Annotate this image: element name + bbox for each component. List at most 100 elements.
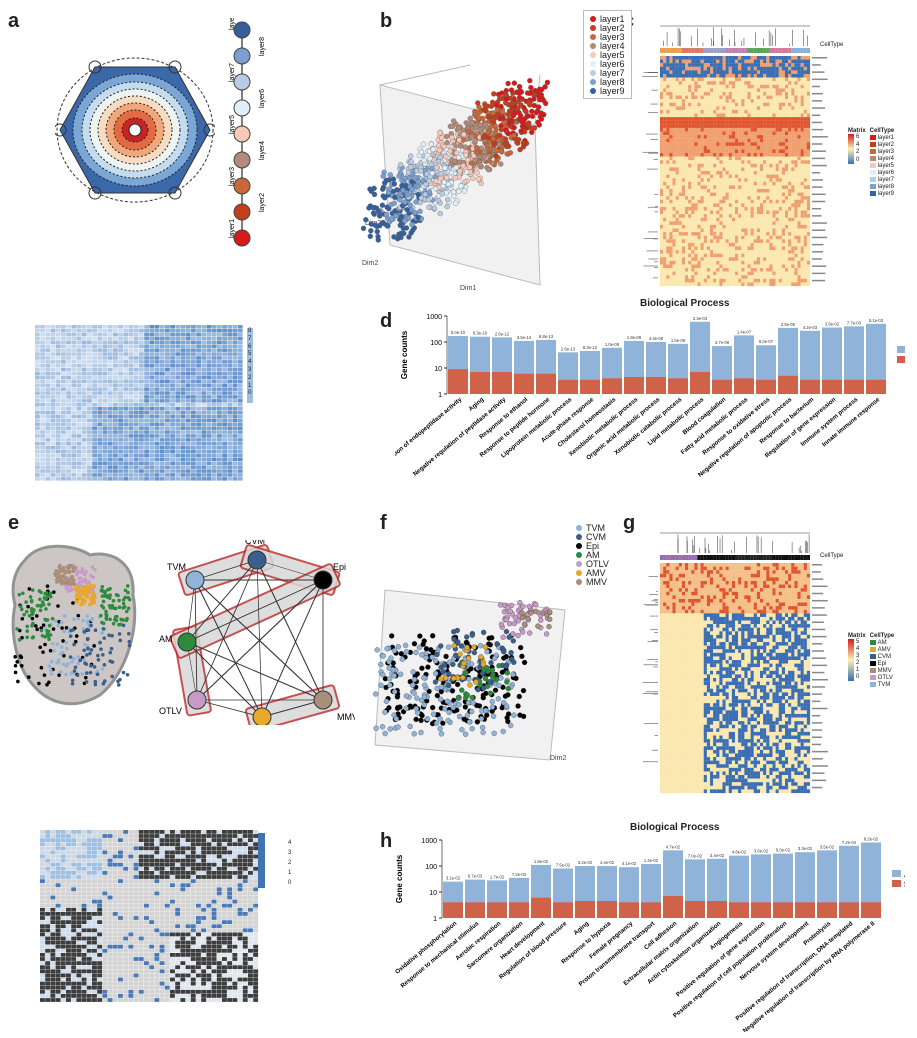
heatmap-cell xyxy=(766,167,770,172)
heatmap-cell xyxy=(772,77,776,82)
heatmap-cell xyxy=(719,77,723,82)
heatmap-cell xyxy=(170,418,175,423)
heatmap-cell xyxy=(716,232,720,236)
heatmap-cell xyxy=(788,73,792,78)
heatmap-cell xyxy=(666,131,670,136)
heatmap-cell xyxy=(694,102,698,107)
heatmap-cell xyxy=(237,477,243,481)
heatmap-cell xyxy=(731,156,736,161)
heatmap-cell xyxy=(672,131,676,136)
heatmap-cell xyxy=(87,340,92,345)
heatmap-cell xyxy=(710,160,714,164)
heatmap-cell xyxy=(797,178,801,182)
heatmap-cell xyxy=(118,449,123,454)
heatmap-cell xyxy=(781,73,786,78)
heatmap-cell xyxy=(211,367,217,372)
heatmap-cell xyxy=(92,344,97,348)
heatmap-cell xyxy=(766,210,770,215)
heatmap-cell xyxy=(694,113,698,118)
heatmap-cell xyxy=(123,371,129,376)
scatter-point xyxy=(457,168,463,174)
heatmap-cell xyxy=(725,224,729,229)
heatmap-cell xyxy=(55,418,61,423)
heatmap-cell xyxy=(87,395,92,399)
heatmap-cell xyxy=(694,91,698,96)
heatmap-cell xyxy=(716,228,720,233)
heatmap-cell xyxy=(691,203,695,208)
heatmap-cell xyxy=(685,70,689,75)
heatmap-cell xyxy=(800,214,804,218)
heatmap-cell xyxy=(133,403,139,407)
scatter-point xyxy=(493,130,499,136)
heatmap-cell xyxy=(747,66,751,71)
heatmap-cell xyxy=(756,235,761,240)
heatmap-cell xyxy=(206,410,212,415)
heatmap-cell xyxy=(66,379,71,384)
heatmap-cell xyxy=(669,192,673,197)
heatmap-cell xyxy=(716,117,720,121)
heatmap-cell xyxy=(706,77,711,82)
heatmap-cell xyxy=(747,192,751,197)
heatmap-cell xyxy=(185,418,191,423)
heatmap-cell xyxy=(772,88,776,93)
heatmap-cell xyxy=(756,163,761,168)
heatmap-cell xyxy=(744,117,748,121)
heatmap-cell xyxy=(716,206,720,211)
heatmap-cell xyxy=(107,445,113,450)
heatmap-cell xyxy=(785,210,789,215)
heatmap-cell xyxy=(744,181,748,186)
heatmap-cell xyxy=(738,174,742,179)
heatmap-cell xyxy=(144,371,149,376)
heatmap-cell xyxy=(791,149,795,154)
heatmap-cell xyxy=(669,153,673,157)
scatter-point xyxy=(525,121,531,127)
heatmap-cell xyxy=(128,461,134,465)
layer-label: layer3 xyxy=(229,167,236,186)
heatmap-cell xyxy=(797,120,801,125)
heatmap-cell xyxy=(806,196,811,200)
heatmap-cell xyxy=(728,66,732,71)
heatmap-cell xyxy=(660,73,664,78)
heatmap-cell xyxy=(710,77,714,82)
heatmap-cell xyxy=(170,387,175,391)
heatmap-cell xyxy=(227,325,233,329)
heatmap-cell xyxy=(678,221,682,226)
heatmap-cell xyxy=(666,59,670,64)
heatmap-cell xyxy=(788,63,792,67)
heatmap-cell xyxy=(123,469,129,473)
heatmap-cell xyxy=(710,206,714,211)
heatmap-cell xyxy=(222,399,227,403)
heatmap-cell xyxy=(781,156,786,161)
heatmap-cell xyxy=(716,178,720,182)
heatmap-cell xyxy=(694,73,698,78)
heatmap-cell xyxy=(669,117,673,121)
heatmap-cell xyxy=(697,228,701,233)
heatmap-cell xyxy=(217,442,222,446)
legend-tick: 6 xyxy=(248,343,252,350)
heatmap-cell xyxy=(741,185,745,190)
heatmap-cell xyxy=(71,399,77,403)
heatmap-cell xyxy=(678,217,682,222)
heatmap-cell xyxy=(778,145,782,150)
heatmap-cell xyxy=(154,336,160,341)
heatmap-cell xyxy=(691,235,695,240)
heatmap-cell xyxy=(87,356,92,360)
heatmap-cell xyxy=(159,325,165,329)
heatmap-cell xyxy=(133,445,139,450)
heatmap-cell xyxy=(118,360,123,364)
heatmap-cell xyxy=(713,84,717,89)
heatmap-cell xyxy=(688,178,692,182)
heatmap-cell xyxy=(227,387,233,391)
heatmap-cell xyxy=(123,340,129,345)
heatmap-cell xyxy=(775,206,779,211)
scatter-point xyxy=(412,174,418,181)
heatmap-cell xyxy=(663,192,667,197)
heatmap-cell xyxy=(61,477,66,481)
heatmap-cell xyxy=(681,63,686,67)
heatmap-cell xyxy=(697,149,701,154)
heatmap-cell xyxy=(97,418,103,423)
heatmap-cell xyxy=(170,364,175,368)
heatmap-cell xyxy=(806,135,811,139)
heatmap-cell xyxy=(794,217,798,222)
heatmap-cell xyxy=(92,410,97,415)
